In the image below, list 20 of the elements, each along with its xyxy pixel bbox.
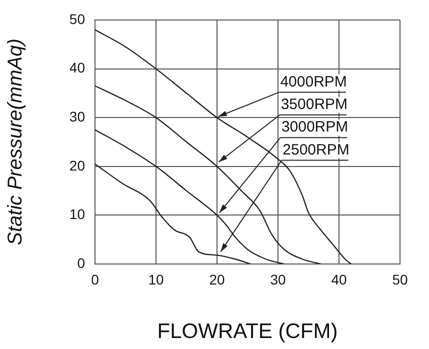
annotation: 2500RPM	[282, 141, 350, 158]
y-axis-title: Static Pressure(mmAq)	[4, 38, 27, 246]
x-axis-title: FLOWRATE (CFM)	[157, 320, 338, 344]
annotation: 4000RPM	[280, 73, 347, 90]
y-tick-label: 40	[69, 60, 86, 76]
y-tick-label: 10	[69, 206, 86, 222]
annotation: 3500RPM	[280, 96, 348, 114]
y-tick-label: 50	[69, 10, 86, 27]
x-tick-label: 0	[91, 271, 100, 288]
x-tick-label: 50	[392, 271, 408, 288]
x-tick-label: 30	[270, 271, 286, 288]
x-tick-label: 20	[209, 271, 225, 288]
y-tick-label: 30	[69, 108, 86, 124]
x-tick-label: 10	[148, 271, 164, 288]
line-series	[95, 29, 352, 264]
y-tick-label: 20	[69, 157, 86, 174]
x-tick-label: 40	[331, 271, 347, 288]
annotation: 3000RPM	[281, 118, 348, 136]
line-series	[95, 163, 252, 264]
y-tick-label: 0	[77, 254, 86, 271]
